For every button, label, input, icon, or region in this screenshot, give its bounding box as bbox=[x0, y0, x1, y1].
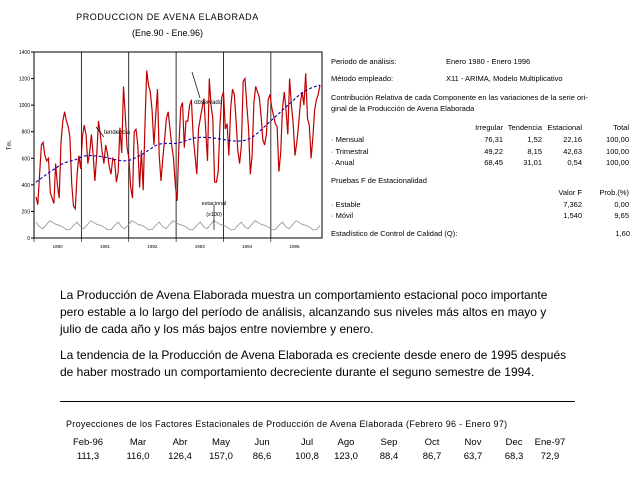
y-tick-label: 400 bbox=[22, 183, 31, 189]
annotation-estacional: estacional bbox=[202, 201, 227, 207]
para2-line: de haber mostrado un comportamiento decr… bbox=[60, 365, 535, 379]
projection-month: Jun bbox=[254, 437, 270, 448]
contrib-cell: 49,22 bbox=[484, 146, 503, 156]
contrib-cell: 100,00 bbox=[606, 146, 629, 156]
annotation-pointer bbox=[95, 126, 105, 138]
y-tick-label: 800 bbox=[22, 130, 31, 136]
contrib-row-label: · Anual bbox=[331, 158, 355, 167]
y-tick-label: 1200 bbox=[19, 77, 30, 83]
contrib-line-2: ginal de la Producción de Avena Elaborad… bbox=[331, 104, 475, 113]
x-tick-label: 1994 bbox=[242, 244, 253, 249]
y-tick-label: 200 bbox=[22, 209, 31, 215]
para1-line: pero estable a lo largo del período de a… bbox=[60, 305, 547, 319]
chart-subtitle: (Ene.90 - Ene.96) bbox=[131, 28, 204, 38]
annotation-x100: (x100) bbox=[206, 212, 222, 218]
projection-month: Feb-96 bbox=[72, 437, 104, 448]
projection-month: Abr bbox=[172, 437, 188, 448]
pruebas-title: Pruebas F de Estacionalidad bbox=[331, 176, 427, 185]
contrib-row-label: · Trimestral bbox=[331, 146, 369, 156]
paragraph-seasonal: La Producción de Avena Elaborada muestra… bbox=[60, 287, 580, 338]
paragraph-trend: La tendencia de la Producción de Avena E… bbox=[60, 347, 580, 381]
contrib-header: Irregular bbox=[475, 123, 503, 132]
projection-value: 86,6 bbox=[252, 451, 272, 462]
periodo-label: Periodo de análisis: bbox=[331, 57, 397, 66]
x-tick-label: 1992 bbox=[147, 244, 158, 249]
projection-value: 86,7 bbox=[422, 451, 442, 462]
projections-title: Proyecciones de los Factores Estacionale… bbox=[66, 419, 508, 429]
projection-value: 157,0 bbox=[209, 451, 233, 462]
projection-month: Oct bbox=[424, 437, 440, 448]
y-tick-label: 1400 bbox=[19, 50, 30, 56]
estadistico-label: Estadístico de Control de Calidad (Q): bbox=[331, 229, 458, 238]
contrib-row-label: · Mensual bbox=[331, 135, 364, 144]
x-tick-label: 1995 bbox=[290, 244, 301, 249]
annotation-pointer bbox=[191, 71, 201, 99]
projection-month: Dec bbox=[505, 437, 523, 448]
projection-value: 72,9 bbox=[540, 451, 560, 462]
y-tick-label: 1000 bbox=[19, 103, 30, 109]
projection-month: Ago bbox=[337, 437, 355, 448]
projection-value: 63,7 bbox=[463, 451, 483, 462]
pruebas-header: Valor F bbox=[558, 188, 582, 197]
projection-month: May bbox=[212, 437, 230, 448]
y-axis-label: Tm. bbox=[7, 140, 13, 151]
pruebas-header: Prob.(%) bbox=[599, 188, 629, 197]
para2-line: La tendencia de la Producción de Avena E… bbox=[60, 348, 567, 362]
chart-title: PRODUCCION DE AVENA ELABORADA bbox=[76, 12, 259, 22]
contrib-cell: 42,63 bbox=[563, 146, 582, 156]
pruebas-cell: 1,540 bbox=[563, 211, 582, 220]
x-tick-label: 1990 bbox=[53, 244, 64, 249]
seasonal-series-line bbox=[35, 220, 321, 231]
projection-value: 116,0 bbox=[126, 451, 150, 462]
y-tick-label: 600 bbox=[22, 156, 31, 162]
contrib-cell: 1,52 bbox=[527, 135, 542, 144]
y-tick-label: 0 bbox=[27, 236, 30, 242]
pruebas-row-label: · Móvil bbox=[331, 211, 354, 220]
pruebas-cell: 7,362 bbox=[563, 200, 582, 209]
chart-area: 1400 1200 1000 800 600 400 200 0 Tm. 1990 1991 1992… bbox=[7, 50, 323, 249]
divider bbox=[60, 401, 575, 402]
contrib-header: Tendencia bbox=[507, 123, 542, 132]
projection-month: Sep bbox=[380, 437, 398, 448]
contrib-header: Total bbox=[613, 123, 629, 132]
plot-frame bbox=[33, 51, 323, 239]
projection-month: Nov bbox=[464, 437, 482, 448]
contrib-cell: 100,00 bbox=[606, 135, 629, 144]
trend-series-line bbox=[35, 84, 321, 183]
contrib-cell: 100,00 bbox=[606, 158, 629, 167]
pruebas-cell: 0,00 bbox=[614, 200, 629, 209]
estadistico-value: 1,60 bbox=[615, 229, 630, 238]
contrib-cell: 8,15 bbox=[527, 146, 542, 156]
projection-value: 88,4 bbox=[379, 451, 399, 462]
x-tick-label: 1991 bbox=[100, 244, 111, 249]
contrib-header: Estacional bbox=[547, 123, 582, 132]
contrib-cell: 0,54 bbox=[567, 158, 582, 167]
contrib-cell: 31,01 bbox=[523, 158, 542, 167]
projection-value: 100,8 bbox=[295, 451, 319, 462]
pruebas-cell: 9,65 bbox=[614, 211, 629, 220]
metodo-value: X11 - ARIMA, Modelo Multiplicativo bbox=[446, 74, 563, 83]
observed-series-line bbox=[35, 70, 321, 211]
para1-line: La Producción de Avena Elaborada muestra… bbox=[60, 288, 548, 302]
para1-line: julio de cada año y los más bajos entre … bbox=[60, 322, 374, 336]
projection-month: Ene-97 bbox=[534, 437, 566, 448]
projection-value: 123,0 bbox=[334, 451, 358, 462]
contrib-cell: 76,31 bbox=[484, 135, 503, 144]
x-tick-label: 1993 bbox=[195, 244, 206, 249]
projection-month: Mar bbox=[129, 437, 147, 448]
annotation-tendencia: tendencia bbox=[104, 130, 131, 136]
projection-value: 68,3 bbox=[504, 451, 524, 462]
projection-value: 126,4 bbox=[168, 451, 192, 462]
pruebas-row-label: · Estable bbox=[331, 200, 361, 209]
contrib-cell: 22,16 bbox=[563, 135, 582, 144]
periodo-value: Enero 1980 - Enero 1996 bbox=[446, 57, 531, 66]
contrib-line-1: Contribución Relativa de cada Componente… bbox=[331, 93, 588, 102]
contrib-cell: 68,45 bbox=[484, 158, 503, 167]
annotation-observado: observado bbox=[194, 100, 223, 106]
metodo-label: Método empleado: bbox=[331, 74, 394, 83]
projection-month: Jul bbox=[300, 437, 314, 448]
projection-value: 111,3 bbox=[76, 451, 100, 462]
